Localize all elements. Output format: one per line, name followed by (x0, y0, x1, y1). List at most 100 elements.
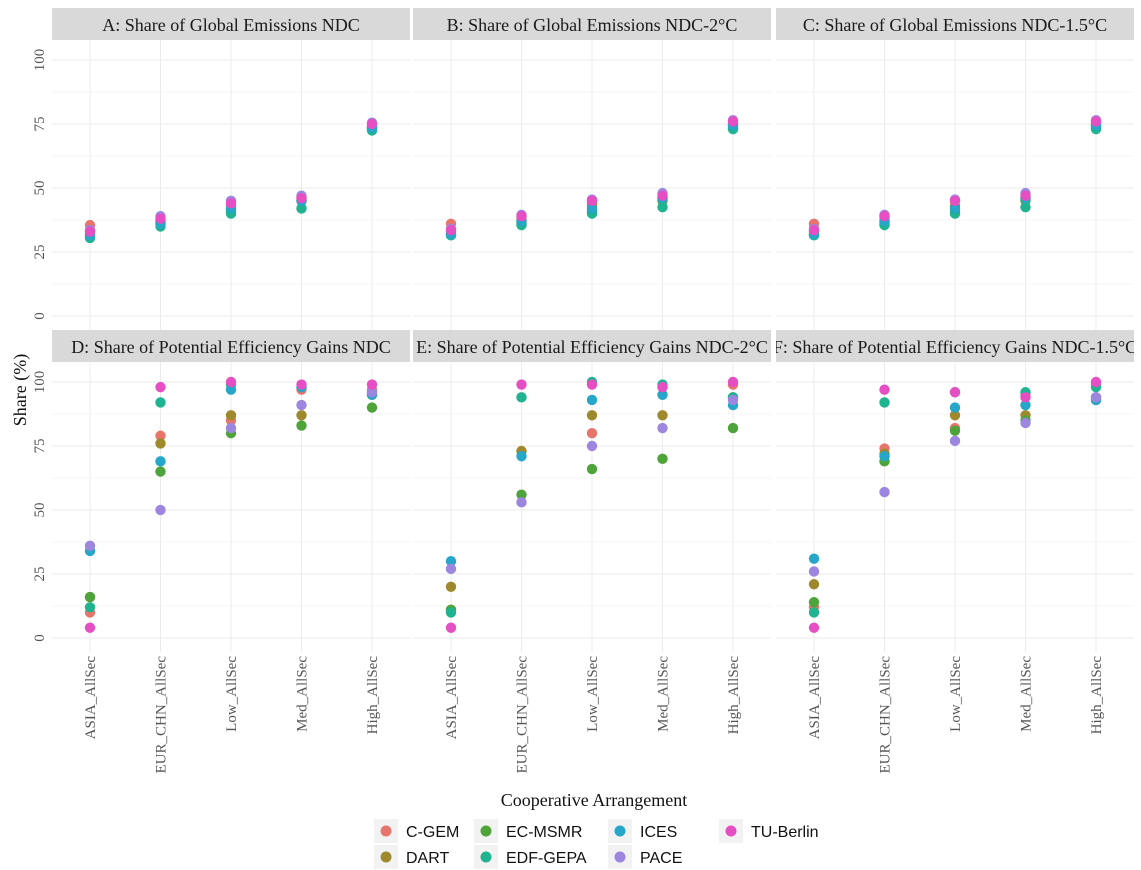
point-ices (516, 451, 527, 462)
panel-strip (52, 330, 410, 362)
point-tu-berlin (586, 195, 598, 206)
point-pace (296, 399, 307, 411)
point-tu-berlin (657, 190, 668, 201)
points (445, 114, 739, 241)
point-tu-berlin (516, 210, 527, 222)
point-pace (727, 394, 739, 406)
legend-item-tu-berlin: TU-Berlin (719, 819, 819, 843)
point-pace (586, 440, 598, 452)
point-ices (586, 394, 598, 406)
point-tu-berlin (949, 195, 961, 206)
y-tick-label: 100 (32, 371, 48, 394)
point-ec-msmr (366, 402, 378, 413)
point-dart (296, 410, 307, 421)
point-tu-berlin (657, 381, 668, 393)
point-tu-berlin (808, 225, 820, 236)
panel-1: A: Share of Global Emissions NDC 0 25 50 75 1… (32, 8, 410, 330)
point-dart (657, 410, 668, 421)
legend-label: EDF-GEPA (506, 850, 587, 867)
point-tu-berlin (84, 622, 96, 633)
point-ices (445, 556, 457, 567)
point-tu-berlin (949, 387, 961, 398)
x-tick-label: Low_AllSec (948, 656, 964, 732)
legend-label: EC-MSMR (506, 824, 582, 841)
y-tick-label: 50 (32, 503, 48, 518)
gridlines (52, 40, 410, 330)
gridlines (413, 362, 771, 652)
point-tu-berlin (586, 379, 598, 390)
x-tick-label: ASIA_AllSec (807, 656, 823, 740)
x-tick-label: ASIA_AllSec (83, 656, 99, 740)
legend-swatch (614, 851, 626, 863)
point-pace (84, 540, 96, 552)
y-tick-label: 0 (32, 634, 48, 642)
point-pace (808, 566, 820, 577)
legend-swatch (725, 825, 737, 837)
point-tu-berlin (879, 210, 890, 222)
y-tick-label: 100 (32, 49, 48, 72)
panel-3: C: Share of Global Emissions NDC-1.5°C (776, 8, 1134, 330)
panel-strip (413, 330, 771, 362)
point-tu-berlin (296, 193, 307, 204)
point-tu-berlin (879, 384, 890, 395)
y-tick-label: 75 (32, 117, 48, 132)
point-tu-berlin (366, 379, 378, 390)
point-pace (445, 563, 457, 575)
panel-6: F: Share of Potential Efficiency Gains N… (776, 330, 1134, 774)
x-tick-label: Low_AllSec (585, 656, 601, 732)
panel-strip (413, 8, 771, 40)
point-tu-berlin (727, 116, 739, 127)
point-tu-berlin (225, 198, 237, 209)
x-tick-label: EUR_CHN_AllSec (515, 656, 531, 774)
gridlines (776, 40, 1134, 330)
x-tick-label: ASIA_AllSec (444, 656, 460, 740)
points (445, 376, 739, 633)
point-tu-berlin (727, 376, 739, 388)
x-tick-label: EUR_CHN_AllSec (878, 656, 894, 774)
legend: C-GEM DART EC-MSMR EDF-GEPA ICES PACE TU-Berli… (374, 819, 819, 869)
legend-item-c-gem: C-GEM (374, 819, 459, 843)
point-pace (949, 435, 961, 447)
point-ices (949, 402, 961, 413)
point-ec-msmr (516, 489, 527, 500)
point-pace (155, 504, 166, 516)
point-ec-msmr (296, 420, 307, 431)
point-edf-gepa (516, 392, 527, 403)
point-ices (155, 456, 166, 467)
panel-title: D: Share of Potential Efficiency Gains N… (71, 337, 391, 357)
point-pace (1090, 392, 1102, 403)
point-c-gem (155, 430, 166, 441)
point-edf-gepa (445, 607, 457, 618)
point-dart (586, 410, 598, 421)
point-tu-berlin (1090, 116, 1102, 127)
point-ices (586, 203, 598, 214)
y-tick-label: 50 (32, 181, 48, 196)
point-tu-berlin (445, 622, 457, 633)
point-tu-berlin (516, 379, 527, 390)
point-ec-msmr (586, 463, 598, 475)
x-tick-label: High_AllSec (365, 656, 381, 735)
point-pace (516, 497, 527, 508)
point-tu-berlin (155, 213, 166, 224)
y-tick-label: 0 (32, 312, 48, 320)
panel-2: B: Share of Global Emissions NDC-2°C (413, 8, 771, 330)
points (808, 376, 1102, 633)
point-edf-gepa (808, 607, 820, 618)
x-tick-label: Low_AllSec (224, 656, 240, 732)
point-tu-berlin (296, 379, 307, 390)
y-tick-label: 75 (32, 439, 48, 454)
point-tu-berlin (445, 225, 457, 236)
point-edf-gepa (657, 202, 668, 213)
point-ec-msmr (84, 591, 96, 603)
panel-title: A: Share of Global Emissions NDC (102, 15, 359, 35)
panel-title: E: Share of Potential Efficiency Gains N… (416, 337, 768, 357)
point-ec-msmr (727, 422, 739, 434)
point-dart (445, 581, 457, 592)
y-tick-label: 25 (32, 567, 48, 582)
legend-item-edf-gepa: EDF-GEPA (474, 845, 587, 869)
gridlines (52, 362, 410, 652)
point-ices (1020, 399, 1031, 411)
point-edf-gepa (879, 397, 890, 408)
point-ec-msmr (155, 466, 166, 477)
point-dart (155, 438, 166, 449)
